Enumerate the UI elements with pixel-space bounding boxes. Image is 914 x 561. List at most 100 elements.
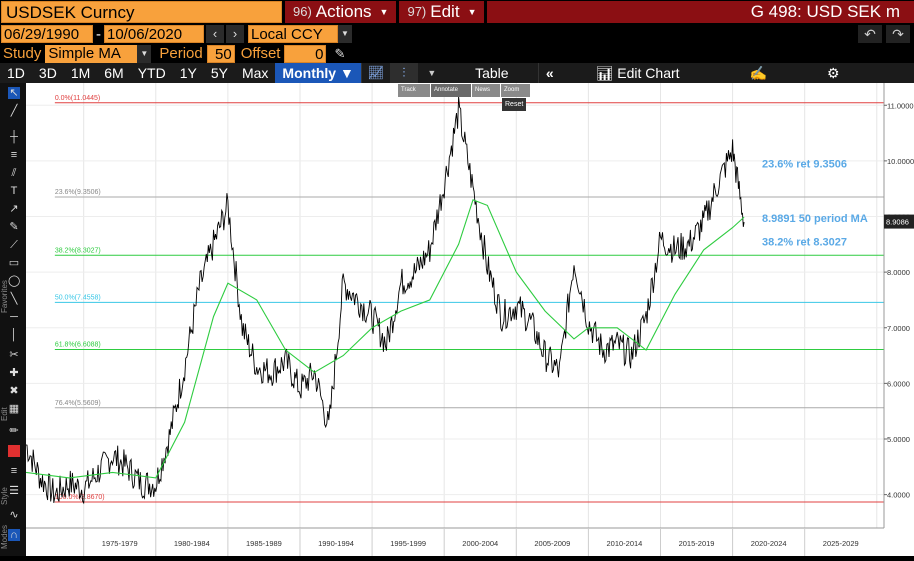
end-date-field[interactable]: 10/06/2020 (104, 25, 204, 43)
range-5y[interactable]: 5Y (210, 65, 228, 81)
last-price-box (884, 214, 914, 229)
chart-annotation: 38.2% ret 8.3027 (762, 237, 847, 249)
fib-icon[interactable]: ≡ (10, 149, 18, 161)
clear-icon[interactable]: ▦ (8, 403, 20, 415)
bar-chart-icon[interactable]: ⫶ (389, 63, 418, 83)
edit-chart-button[interactable]: 📊︎ Edit Chart (589, 63, 687, 83)
x-tick-label: 2000-2004 (462, 539, 498, 548)
tool-b-icon[interactable]: ✚ (9, 367, 19, 379)
caret-down-icon: ▼ (467, 7, 477, 17)
next-period-icon[interactable]: › (226, 25, 244, 43)
chevron-down-icon[interactable]: ▼ (137, 44, 152, 63)
ray-tool-icon[interactable]: ⟋ (10, 239, 18, 251)
retracement-label: 23.6%(9.3506) (55, 189, 101, 196)
hline-tool-icon[interactable]: ─ (10, 311, 18, 323)
price-chart[interactable]: 0.0%(11.0445) 23.6%(9.3506) 38.2%(8.3027) 5… (25, 83, 914, 556)
vline-tool-icon[interactable]: │ (10, 329, 18, 341)
range-3d[interactable]: 3D (38, 65, 57, 81)
modes-side-label: Modes (0, 524, 9, 549)
crosshair-icon[interactable]: ┼ (10, 131, 18, 143)
last-price-label: 8.9086 (886, 218, 909, 227)
chart-annotation: 8.9891 50 period MA (762, 213, 868, 225)
title-bar: USDSEK Curncy 96) Actions ▼ 97) Edit ▼ G… (0, 0, 914, 24)
erase-icon[interactable]: ✖ (9, 385, 19, 397)
actions-label: Actions (315, 2, 372, 21)
x-tick-label: 1990-1994 (318, 539, 354, 548)
date-separator: - (96, 25, 101, 43)
ellipse-tool-icon[interactable]: ◯ (8, 275, 21, 287)
edit-label: Edit (430, 2, 460, 21)
actions-num: 96) (293, 4, 312, 19)
y-tick-label: 4.0000 (887, 491, 910, 500)
study-select[interactable]: Simple MA (45, 44, 138, 63)
edit-menu-button[interactable]: 97) Edit ▼ (399, 1, 485, 23)
pencil-icon[interactable]: ✎ (334, 45, 346, 61)
track-button[interactable]: Track (398, 84, 430, 97)
favorites-side-label: Favorites (0, 280, 9, 313)
x-tick-label: 1985-1989 (246, 539, 282, 548)
price-series-line[interactable] (25, 96, 745, 505)
channel-icon[interactable]: ⫽ (11, 167, 17, 179)
moving-average-line[interactable] (25, 199, 745, 479)
offset-field[interactable]: 0 (284, 44, 327, 63)
range-1y[interactable]: 1Y (179, 65, 197, 81)
range-6m[interactable]: 6M (104, 65, 124, 81)
news-button[interactable]: News (472, 84, 500, 97)
retracement-label: 0.0%(11.0445) (55, 95, 100, 102)
prev-period-icon[interactable]: ‹ (206, 25, 224, 43)
edit-num: 97) (407, 4, 427, 19)
start-date-field[interactable]: 06/29/1990 (1, 25, 93, 43)
arrow-tool-icon[interactable]: ↗ (9, 203, 19, 215)
chevron-down-icon[interactable]: ▼ (427, 68, 437, 78)
range-ytd[interactable]: YTD (137, 65, 166, 81)
x-tick-label: 2005-2009 (534, 539, 570, 548)
color-swatch-icon[interactable]: ■ (8, 445, 20, 457)
retracement-label: 76.4%(5.5609) (55, 400, 101, 407)
range-max[interactable]: Max (241, 65, 269, 81)
table-button[interactable]: Table (475, 65, 509, 81)
annotate-button[interactable]: Annotate (431, 84, 471, 97)
line-tool-icon[interactable]: ╲ (10, 293, 18, 305)
x-tick-label: 1995-1999 (390, 539, 426, 548)
line-chart-icon[interactable]: 📈︎ (367, 65, 385, 80)
chart-icon: 📊︎ (595, 65, 614, 81)
line-width-icon[interactable]: ☰ (9, 485, 19, 497)
gear-icon[interactable]: ⚙ (826, 65, 840, 81)
undo-icon[interactable]: ↶ (858, 25, 882, 43)
tool-a-icon[interactable]: ✂ (9, 349, 19, 361)
magnet-icon[interactable]: ∩ (8, 529, 20, 541)
annotate-icon[interactable]: ✍ (749, 65, 767, 81)
actions-menu-button[interactable]: 96) Actions ▼ (285, 1, 397, 23)
rect-tool-icon[interactable]: ▭ (8, 257, 20, 269)
chart-annotation: 23.6% ret 9.3506 (762, 159, 847, 171)
line-style-icon[interactable]: ≡ (10, 465, 18, 477)
period-field[interactable]: 50 (206, 44, 235, 63)
pen-tool-icon[interactable]: ✎ (9, 221, 19, 233)
drawing-toolbar: ↖ ╱ ┼ ≡ ⫽ T ↗ ✎ ⟋ ▭ ◯ ╲ ─ │ ✂ ✚ ✖ ▦ ✏ ■ … (0, 83, 26, 556)
security-field[interactable]: USDSEK Curncy (1, 1, 282, 23)
chevron-down-icon[interactable]: ▼ (338, 25, 352, 43)
range-1m[interactable]: 1M (70, 65, 91, 81)
collapse-icon[interactable]: « (545, 65, 554, 81)
chart-mode-panel: Track Annotate News Zoom Reset (398, 84, 530, 112)
edit-side-label: Edit (0, 407, 9, 421)
chart-area[interactable]: 0.0%(11.0445) 23.6%(9.3506) 38.2%(8.3027) 5… (25, 83, 914, 556)
toolbar-divider (537, 63, 539, 83)
mode-a-icon[interactable]: ∿ (9, 509, 19, 521)
y-tick-label: 11.0000 (887, 101, 914, 110)
range-1d[interactable]: 1D (7, 65, 25, 81)
frequency-select[interactable]: Monthly ▼ (275, 63, 361, 83)
redo-icon[interactable]: ↷ (886, 25, 910, 43)
style-a-icon[interactable]: ✏ (9, 425, 19, 437)
x-tick-label: 2010-2014 (606, 539, 642, 548)
zoom-button[interactable]: Zoom (501, 84, 530, 97)
reset-button[interactable]: Reset (502, 98, 527, 111)
text-tool-icon[interactable]: T (10, 185, 18, 197)
date-range-bar: 06/29/1990 - 10/06/2020 ‹ › Local CCY ▼ … (0, 24, 914, 44)
currency-select[interactable]: Local CCY (248, 25, 338, 43)
cursor-icon[interactable]: ↖ (8, 87, 20, 99)
period-label: Period (159, 45, 203, 62)
y-tick-label: 6.0000 (887, 379, 910, 388)
frequency-label: Monthly (282, 65, 337, 81)
trendline-icon[interactable]: ╱ (10, 105, 18, 117)
